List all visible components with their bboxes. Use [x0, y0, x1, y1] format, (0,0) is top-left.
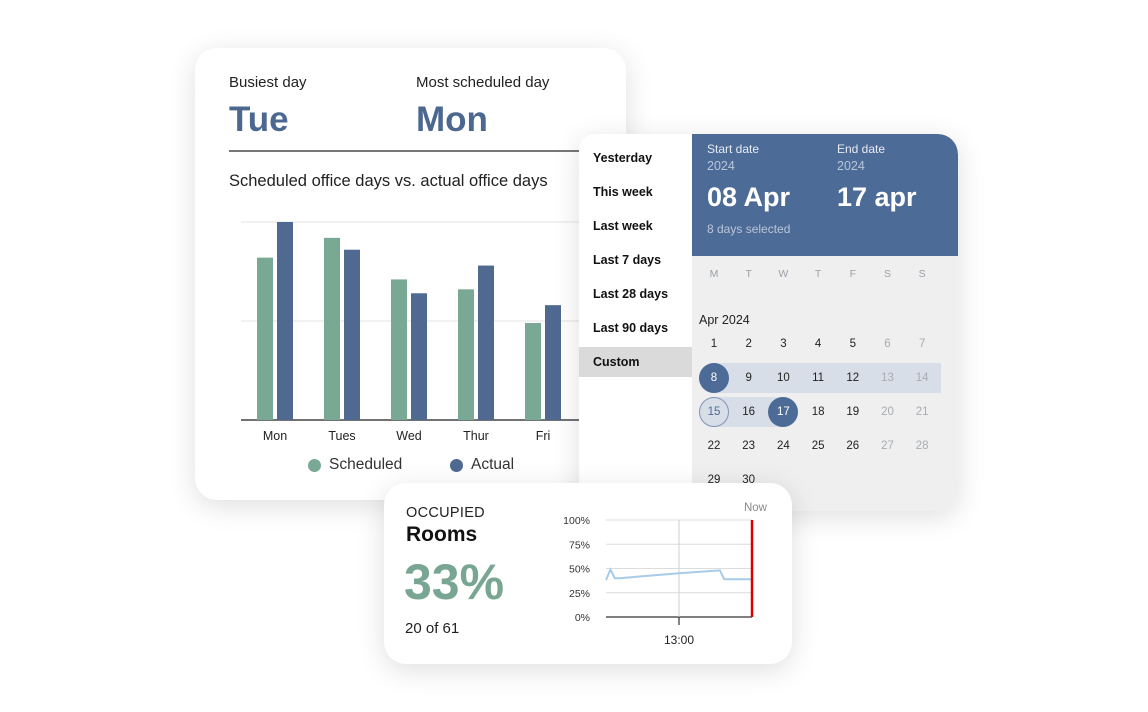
- preset-last-7-days[interactable]: Last 7 days: [593, 253, 662, 267]
- legend-item-scheduled: Scheduled: [308, 456, 402, 474]
- bar-actual-thur: [478, 265, 494, 420]
- weekday-header: S: [918, 268, 926, 280]
- stats-divider: [229, 150, 626, 152]
- occupancy-line: [605, 567, 752, 581]
- calendar-day-10[interactable]: 10: [776, 372, 790, 384]
- occupancy-count: 20 of 61: [405, 620, 460, 637]
- preset-last-28-days[interactable]: Last 28 days: [593, 287, 669, 301]
- occupancy-x-tick: 13:00: [664, 633, 694, 647]
- calendar-day-12[interactable]: 12: [846, 372, 860, 384]
- calendar-day-25[interactable]: 25: [811, 440, 825, 452]
- occupancy-line-chart: 100% 75% 50% 25% 0% 13:00 Now: [563, 502, 768, 647]
- bar-actual-wed: [411, 293, 427, 420]
- end-year: 2024: [837, 159, 865, 173]
- calendar-day-20[interactable]: 20: [881, 406, 894, 418]
- calendar-day-19[interactable]: 19: [846, 406, 860, 418]
- most-scheduled-day-label: Most scheduled day: [416, 74, 550, 91]
- occupancy-y-tick: 100%: [563, 515, 590, 527]
- start-year: 2024: [707, 159, 735, 173]
- bar-actual-mon: [277, 222, 293, 420]
- calendar-day-6[interactable]: 6: [884, 338, 891, 350]
- weekday-header: W: [778, 268, 789, 280]
- calendar-day-4[interactable]: 4: [814, 338, 822, 350]
- x-tick-label: Fri: [536, 429, 551, 443]
- office-days-card: Busiest day Tue Most scheduled day Mon S…: [195, 48, 626, 500]
- bar-scheduled-tues: [324, 237, 340, 420]
- days-selected-text: 8 days selected: [707, 222, 791, 236]
- weekday-header: M: [709, 268, 719, 280]
- calendar-day-14[interactable]: 14: [915, 372, 929, 384]
- calendar-month-label: Apr 2024: [699, 313, 750, 327]
- preset-list: Yesterday This week Last week Last 7 days La…: [579, 134, 692, 511]
- legend-dot-scheduled: [308, 458, 321, 472]
- most-scheduled-day-value: Mon: [416, 100, 488, 139]
- end-date-value[interactable]: 17 apr: [837, 182, 917, 212]
- start-date-label: Start date: [707, 142, 760, 156]
- calendar-day-18[interactable]: 18: [811, 406, 825, 418]
- start-date-value[interactable]: 08 Apr: [707, 182, 791, 212]
- busiest-day-label: Busiest day: [229, 74, 307, 91]
- calendar-day-13[interactable]: 13: [881, 372, 894, 384]
- weekday-header: F: [849, 268, 856, 280]
- calendar-day-23[interactable]: 23: [742, 440, 756, 452]
- now-label: Now: [744, 502, 768, 514]
- calendar-day-17[interactable]: 17: [768, 397, 799, 427]
- calendar-day-26[interactable]: 26: [846, 440, 860, 452]
- calendar-day-8[interactable]: 8: [699, 363, 729, 393]
- busiest-day-value: Tue: [229, 100, 289, 139]
- bar-chart: Mon Tues Wed Thur Fri: [241, 221, 626, 443]
- occupancy-percent: 33%: [404, 554, 505, 610]
- rooms-title: Rooms: [406, 523, 478, 546]
- occupancy-y-tick: 0%: [575, 612, 590, 624]
- calendar-day-16[interactable]: 16: [742, 406, 756, 418]
- legend-label-scheduled: Scheduled: [329, 456, 403, 473]
- weekday-header: T: [745, 268, 752, 280]
- calendar-day-21[interactable]: 21: [915, 406, 929, 418]
- calendar-day-11[interactable]: 11: [812, 372, 825, 384]
- preset-this-week[interactable]: This week: [593, 185, 653, 199]
- preset-last-week[interactable]: Last week: [593, 219, 653, 233]
- date-range-picker: Yesterday This week Last week Last 7 days La…: [579, 134, 958, 511]
- x-tick-label: Mon: [263, 429, 287, 443]
- legend-dot-actual: [450, 458, 463, 472]
- calendar-day-9[interactable]: 9: [745, 372, 752, 384]
- preset-custom[interactable]: Custom: [579, 347, 692, 377]
- end-date-label: End date: [837, 142, 886, 156]
- calendar: Apr 2024 M T W T F S S 1 2 3 4 5 6 7 8 9 10 11 12 13 14 15 16 1…: [692, 256, 958, 511]
- bar-actual-tues: [344, 249, 360, 420]
- legend-label-actual: Actual: [471, 456, 515, 473]
- occupancy-card: OCCUPIED Rooms 33% 20 of 61 100% 75% 50% 25…: [384, 483, 792, 664]
- bar-scheduled-mon: [257, 257, 273, 420]
- occupancy-y-tick: 50%: [569, 564, 590, 576]
- occupancy-y-tick: 75%: [569, 539, 590, 551]
- bar-chart-title: Scheduled office days vs. actual office …: [229, 172, 548, 190]
- preset-yesterday[interactable]: Yesterday: [593, 151, 653, 165]
- weekday-header: T: [814, 268, 822, 280]
- bar-scheduled-wed: [391, 279, 407, 420]
- preset-last-90-days[interactable]: Last 90 days: [593, 321, 669, 335]
- weekday-header: S: [883, 268, 891, 280]
- calendar-day-3[interactable]: 3: [780, 338, 787, 350]
- calendar-day-2[interactable]: 2: [745, 338, 752, 350]
- calendar-day-5[interactable]: 5: [849, 338, 856, 350]
- x-tick-label: Thur: [463, 429, 489, 443]
- calendar-day-27[interactable]: 27: [881, 440, 894, 452]
- selected-range-band: [699, 363, 942, 393]
- calendar-day-28[interactable]: 28: [915, 440, 929, 452]
- occupancy-y-tick: 25%: [569, 588, 590, 600]
- x-tick-label: Tues: [328, 429, 355, 443]
- x-tick-label: Wed: [396, 429, 422, 443]
- calendar-day-1[interactable]: 1: [710, 338, 718, 350]
- calendar-day-22[interactable]: 22: [707, 440, 721, 452]
- calendar-day-7[interactable]: 7: [918, 338, 926, 350]
- occupied-label: OCCUPIED: [406, 505, 485, 521]
- date-range-header: Start date 2024 08 Apr End date 2024 17 …: [692, 134, 958, 256]
- bar-actual-fri: [545, 305, 561, 420]
- calendar-day-15[interactable]: 15: [699, 397, 729, 427]
- calendar-day-24[interactable]: 24: [776, 440, 790, 452]
- legend-item-actual: Actual: [450, 456, 514, 474]
- bar-scheduled-fri: [525, 322, 541, 420]
- bar-scheduled-thur: [458, 289, 474, 420]
